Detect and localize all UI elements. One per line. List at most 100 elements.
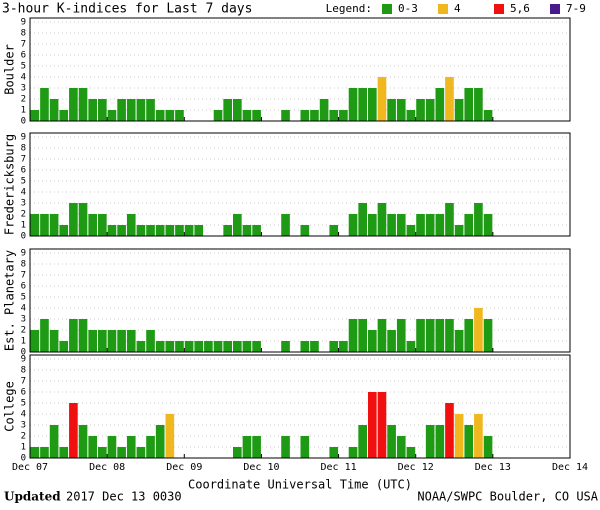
bar <box>377 392 387 458</box>
bar <box>107 436 117 458</box>
bar <box>78 425 88 458</box>
y-tick-label: 6 <box>21 166 26 176</box>
bar <box>435 88 445 121</box>
bar <box>454 330 464 352</box>
bar <box>155 225 165 236</box>
legend-swatch <box>550 4 560 14</box>
bar <box>136 99 146 121</box>
legend-text: 5,6 <box>510 2 530 15</box>
y-tick-label: 0 <box>21 117 26 127</box>
bar <box>435 319 445 352</box>
y-tick-label: 9 <box>21 133 26 143</box>
bar <box>165 110 175 121</box>
legend-swatch <box>382 4 392 14</box>
bar <box>126 436 136 458</box>
bar <box>175 225 184 236</box>
legend-text: 4 <box>454 2 461 15</box>
bar <box>416 99 425 121</box>
bar <box>445 319 454 352</box>
bar <box>40 88 49 121</box>
bar <box>165 414 175 458</box>
y-tick-label: 2 <box>21 95 26 105</box>
bar <box>146 225 155 236</box>
bar <box>126 99 136 121</box>
bar <box>213 341 223 352</box>
bar <box>425 319 435 352</box>
bar <box>78 88 88 121</box>
bar <box>49 99 59 121</box>
x-tick-label: Dec 14 <box>552 462 588 473</box>
bar <box>396 436 406 458</box>
bar <box>387 99 396 121</box>
bar <box>300 341 310 352</box>
bar <box>213 110 223 121</box>
updated-label: Updated <box>4 490 61 504</box>
bar <box>464 319 474 352</box>
y-tick-label: 4 <box>21 188 26 198</box>
bar <box>474 308 483 352</box>
y-tick-label: 7 <box>21 271 26 281</box>
y-tick-label: 8 <box>21 29 26 39</box>
bar <box>40 447 49 458</box>
y-tick-label: 8 <box>21 366 26 376</box>
y-tick-label: 9 <box>21 355 26 365</box>
y-tick-label: 2 <box>21 326 26 336</box>
bar <box>155 341 165 352</box>
bar <box>416 319 425 352</box>
bar <box>223 341 232 352</box>
bar <box>464 214 474 236</box>
x-tick-label: Dec 08 <box>89 462 125 473</box>
y-tick-label: 5 <box>21 62 26 72</box>
bar <box>339 341 348 352</box>
bar <box>483 214 493 236</box>
bar <box>416 214 425 236</box>
bar <box>377 203 387 236</box>
y-tick-label: 8 <box>21 260 26 270</box>
bar <box>88 99 97 121</box>
bar <box>233 447 242 458</box>
bar <box>445 403 454 458</box>
y-tick-label: 4 <box>21 410 26 420</box>
timestamp: 2017 Dec 13 0030 <box>66 490 182 504</box>
bar <box>358 425 367 458</box>
bar <box>377 77 387 121</box>
panel-frame <box>29 132 571 237</box>
y-axis-label: Boulder <box>3 44 17 95</box>
bar <box>155 110 165 121</box>
bar <box>175 110 184 121</box>
bar <box>425 425 435 458</box>
bar <box>175 341 184 352</box>
bar <box>204 341 213 352</box>
bar <box>474 88 483 121</box>
y-tick-label: 3 <box>21 199 26 209</box>
bar <box>117 447 126 458</box>
bar <box>281 110 290 121</box>
legend-text: 0-3 <box>398 2 418 15</box>
y-axis-label: College <box>3 381 17 432</box>
x-tick-label: Dec 07 <box>12 462 48 473</box>
bar <box>49 330 59 352</box>
legend-swatch <box>494 4 504 14</box>
bar <box>242 341 252 352</box>
bar <box>233 99 242 121</box>
x-axis-label: Coordinate Universal Time (UTC) <box>188 478 412 492</box>
bar <box>474 414 483 458</box>
bar <box>194 225 204 236</box>
bar <box>107 225 117 236</box>
y-tick-label: 9 <box>21 18 26 28</box>
legend-label: Legend: <box>326 2 372 15</box>
bar <box>281 214 290 236</box>
bar <box>30 330 40 352</box>
y-tick-label: 6 <box>21 51 26 61</box>
bar <box>223 99 232 121</box>
bar <box>368 392 377 458</box>
bar <box>136 341 146 352</box>
bar <box>59 225 69 236</box>
bar <box>300 436 310 458</box>
bar <box>387 425 396 458</box>
y-tick-label: 5 <box>21 177 26 187</box>
panel-frame <box>29 17 571 122</box>
x-tick-label: Dec 13 <box>475 462 511 473</box>
bar <box>396 99 406 121</box>
